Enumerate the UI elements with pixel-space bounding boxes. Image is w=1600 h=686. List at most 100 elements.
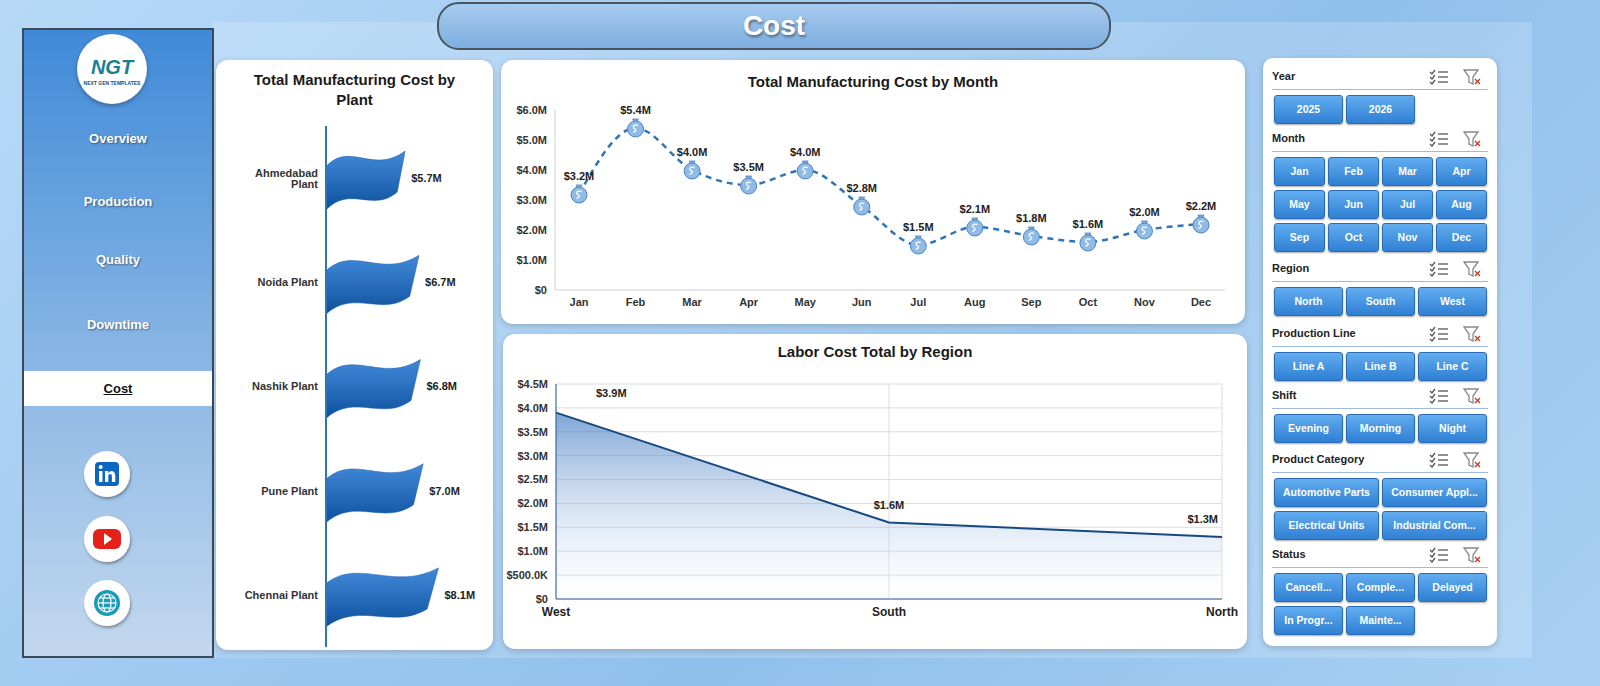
- svg-text:Jun: Jun: [852, 296, 872, 308]
- svg-text:$2.0M: $2.0M: [1129, 206, 1160, 218]
- svg-text:May: May: [794, 296, 816, 308]
- svg-text:Oct: Oct: [1079, 296, 1098, 308]
- html-text:North: North: [1294, 295, 1323, 307]
- svg-text:$4.0M: $4.0M: [790, 146, 821, 158]
- html-text:Shift: Shift: [1272, 389, 1297, 401]
- svg-text:Nov: Nov: [1134, 296, 1156, 308]
- svg-text:$3.5M: $3.5M: [733, 161, 764, 173]
- html-text:Morning: Morning: [1359, 422, 1402, 434]
- svg-text:Aug: Aug: [964, 296, 985, 308]
- svg-text:$1.5M: $1.5M: [517, 521, 548, 533]
- html-text:Region: Region: [1272, 262, 1310, 274]
- html-text:Product Category: Product Category: [1272, 453, 1365, 465]
- html-text:Evening: Evening: [1288, 422, 1329, 434]
- html-text:Feb: Feb: [1344, 165, 1363, 177]
- html-text:May: May: [1289, 198, 1310, 210]
- html-text:Total Manufacturing Cost by Pl: Total Manufacturing Cost by Plant: [253, 71, 456, 108]
- svg-text:$1.0M: $1.0M: [516, 254, 547, 266]
- html-text:Cost: Cost: [742, 10, 806, 41]
- svg-text:West: West: [542, 605, 570, 619]
- svg-text:South: South: [872, 605, 906, 619]
- svg-text:Dec: Dec: [1191, 296, 1211, 308]
- svg-text:$2.5M: $2.5M: [517, 473, 548, 485]
- svg-text:$2.0M: $2.0M: [516, 224, 547, 236]
- svg-text:$1.6M: $1.6M: [874, 499, 905, 511]
- svg-text:$2.0M: $2.0M: [517, 497, 548, 509]
- html-text:Consumer Appl...: Consumer Appl...: [1391, 486, 1478, 498]
- html-text:Line B: Line B: [1364, 360, 1397, 372]
- html-text:Jul: Jul: [1399, 198, 1416, 210]
- svg-text:$3.0M: $3.0M: [516, 194, 547, 206]
- svg-text:$4.0M: $4.0M: [517, 402, 548, 414]
- svg-text:$3.5M: $3.5M: [517, 426, 548, 438]
- html-text:Jun: Jun: [1344, 198, 1363, 210]
- svg-text:Feb: Feb: [626, 296, 646, 308]
- svg-text:Noida Plant: Noida Plant: [257, 276, 318, 288]
- svg-text:$4.0M: $4.0M: [516, 164, 547, 176]
- html-text:Labor Cost Total by Region: Labor Cost Total by Region: [777, 343, 973, 360]
- html-text:Apr: Apr: [1452, 165, 1471, 177]
- svg-text:$1.6M: $1.6M: [1073, 218, 1104, 230]
- svg-text:$4.5M: $4.5M: [517, 378, 548, 390]
- svg-text:$6.8M: $6.8M: [426, 380, 457, 392]
- html-text:Cost: Cost: [103, 381, 133, 396]
- html-text:Line A: Line A: [1292, 360, 1325, 372]
- svg-text:AhmedabadPlant: AhmedabadPlant: [255, 167, 318, 190]
- svg-text:Nashik Plant: Nashik Plant: [252, 380, 318, 392]
- svg-text:$7.0M: $7.0M: [429, 485, 460, 497]
- svg-text:Jan: Jan: [570, 296, 589, 308]
- svg-text:Sep: Sep: [1021, 296, 1041, 308]
- html-text:Night: Night: [1439, 422, 1466, 434]
- svg-text:$0: $0: [535, 284, 547, 296]
- svg-text:$2.2M: $2.2M: [1186, 200, 1217, 212]
- html-text:Oct: Oct: [1344, 231, 1363, 243]
- html-text:2025: 2025: [1296, 103, 1321, 115]
- html-text:Automotive Parts: Automotive Parts: [1283, 486, 1370, 498]
- svg-text:$500.0K: $500.0K: [506, 569, 548, 581]
- svg-text:$1.5M: $1.5M: [903, 221, 934, 233]
- svg-text:$0: $0: [536, 593, 548, 605]
- html-text:Overview: Overview: [89, 131, 147, 146]
- html-text:Line C: Line C: [1436, 360, 1469, 372]
- svg-text:$4.0M: $4.0M: [677, 146, 708, 158]
- html-text:Electrical Units: Electrical Units: [1288, 519, 1365, 531]
- svg-text:$3.2M: $3.2M: [564, 170, 595, 182]
- html-text:Nov: Nov: [1397, 231, 1418, 243]
- svg-text:$1.0M: $1.0M: [517, 545, 548, 557]
- html-text:West: West: [1440, 295, 1465, 307]
- html-text:Dec: Dec: [1451, 231, 1472, 243]
- svg-text:Apr: Apr: [739, 296, 759, 308]
- html-text:Production: Production: [83, 194, 153, 209]
- svg-text:$6.7M: $6.7M: [425, 276, 456, 288]
- html-text:Mar: Mar: [1398, 165, 1417, 177]
- html-text:Year: Year: [1272, 70, 1296, 82]
- html-text:Total Manufacturing Cost by Mo: Total Manufacturing Cost by Month: [747, 73, 999, 90]
- svg-text:$3.0M: $3.0M: [517, 450, 548, 462]
- svg-text:Jul: Jul: [910, 296, 926, 308]
- svg-text:$2.1M: $2.1M: [960, 203, 991, 215]
- svg-text:$1.3M: $1.3M: [1187, 513, 1218, 525]
- html-text:Month: Month: [1272, 132, 1305, 144]
- html-text:Production Line: Production Line: [1272, 327, 1356, 339]
- html-text:Jan: Jan: [1290, 165, 1309, 177]
- html-text:Industrial Com...: Industrial Com...: [1393, 519, 1476, 531]
- svg-text:$5.0M: $5.0M: [516, 134, 547, 146]
- html-text:South: South: [1365, 295, 1396, 307]
- svg-text:$5.7M: $5.7M: [411, 172, 442, 184]
- svg-text:$2.8M: $2.8M: [846, 182, 877, 194]
- svg-text:$3.9M: $3.9M: [596, 387, 627, 399]
- svg-text:Mar: Mar: [682, 296, 702, 308]
- svg-text:$5.4M: $5.4M: [620, 104, 651, 116]
- svg-text:$6.0M: $6.0M: [516, 104, 547, 116]
- html-text:Sep: Sep: [1289, 231, 1310, 243]
- svg-text:Chennai Plant: Chennai Plant: [245, 589, 319, 601]
- html-text:Aug: Aug: [1451, 198, 1472, 210]
- html-text:NGT: NGT: [90, 56, 134, 78]
- html-text:2026: 2026: [1368, 103, 1393, 115]
- svg-text:$8.1M: $8.1M: [445, 589, 476, 601]
- svg-text:North: North: [1206, 605, 1238, 619]
- svg-text:Pune Plant: Pune Plant: [261, 485, 318, 497]
- html-text:Quality: Quality: [96, 252, 140, 267]
- html-text:Downtime: Downtime: [86, 317, 150, 332]
- svg-text:$1.8M: $1.8M: [1016, 212, 1047, 224]
